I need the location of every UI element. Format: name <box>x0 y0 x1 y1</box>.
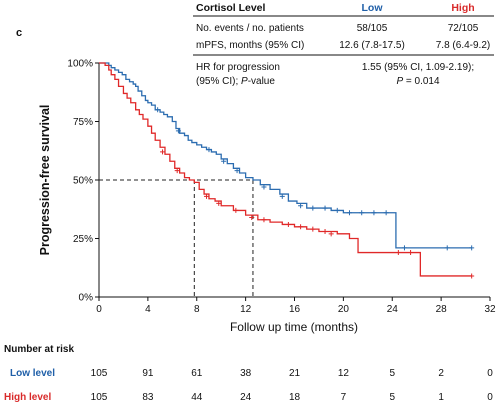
y-ticks: 0% 25% 50% 75% 100% <box>67 59 99 304</box>
risk-value: 0 <box>487 392 493 403</box>
censor-mark-high <box>160 149 166 155</box>
x-tick-label: 12 <box>240 304 252 315</box>
risk-row-low-label: Low level <box>10 368 55 379</box>
panel-label: c <box>16 27 22 39</box>
table-row-events-label: No. events / no. patients <box>196 23 304 34</box>
censor-mark-high <box>395 250 401 256</box>
censor-mark-low <box>234 168 240 174</box>
risk-value: 38 <box>240 368 252 379</box>
censor-mark-low <box>206 147 212 153</box>
censor-mark-high <box>249 214 255 220</box>
series-line-low <box>99 62 472 249</box>
y-tick-label: 75% <box>73 117 93 128</box>
censor-mark-high <box>285 221 291 227</box>
censor-mark-low <box>469 245 475 251</box>
table-header-low: Low <box>362 2 384 14</box>
censor-mark-low <box>371 210 377 216</box>
risk-value: 1 <box>438 392 444 403</box>
hr-value-line1: 1.55 (95% CI, 1.09-2.19); <box>362 62 474 73</box>
median-reference-lines <box>99 179 254 297</box>
censor-mark-high <box>310 226 316 232</box>
censor-mark-low <box>383 210 389 216</box>
x-tick-label: 8 <box>194 304 200 315</box>
table-row-events-low: 58/105 <box>357 23 388 34</box>
y-tick-label: 50% <box>73 176 93 187</box>
risk-table-title: Number at risk <box>4 344 74 355</box>
x-tick-label: 16 <box>289 304 301 315</box>
x-tick-label: 32 <box>484 304 496 315</box>
risk-value: 0 <box>487 368 493 379</box>
censor-mark-high <box>174 168 180 174</box>
censor-mark-high <box>328 231 334 237</box>
x-tick-label: 20 <box>338 304 350 315</box>
risk-row-high-label: High level <box>4 392 51 403</box>
table-row-mpfs-low: 12.6 (7.8-17.5) <box>339 40 405 51</box>
table-row-mpfs-high: 7.8 (6.4-9.2) <box>436 40 490 51</box>
stats-table: Cortisol Level Low High No. events / no.… <box>193 2 494 87</box>
risk-value: 18 <box>289 392 301 403</box>
risk-value: 105 <box>91 368 108 379</box>
y-axis-label: Progression-free survival <box>38 105 52 256</box>
censor-mark-high <box>322 228 328 234</box>
risk-value: 12 <box>338 368 350 379</box>
censor-mark-low <box>310 205 316 211</box>
risk-table: Number at risk Low level High level 105 9… <box>4 344 493 403</box>
table-row-events-high: 72/105 <box>448 23 479 34</box>
censor-mark-low <box>401 245 407 251</box>
censor-mark-low <box>322 205 328 211</box>
censor-mark-low <box>261 184 267 190</box>
risk-value: 21 <box>289 368 301 379</box>
hr-label-line2: (95% CI); P-value <box>196 76 275 87</box>
y-tick-label: 25% <box>73 234 93 245</box>
censor-mark-low <box>279 193 285 199</box>
risk-value: 44 <box>191 392 203 403</box>
x-tick-label: 24 <box>387 304 399 315</box>
censor-mark-high <box>233 207 239 213</box>
risk-value: 5 <box>389 392 395 403</box>
survival-curves <box>99 62 475 279</box>
censor-mark-low <box>175 128 181 134</box>
y-tick-label: 0% <box>79 293 94 304</box>
x-tick-label: 0 <box>96 304 102 315</box>
risk-value: 83 <box>142 392 154 403</box>
risk-value: 91 <box>142 368 154 379</box>
y-tick-label: 100% <box>67 59 93 70</box>
table-header-label: Cortisol Level <box>196 2 266 14</box>
censor-mark-high <box>216 200 222 206</box>
x-axis-label: Follow up time (months) <box>230 320 358 334</box>
censor-mark-high <box>408 250 414 256</box>
risk-value: 2 <box>438 368 444 379</box>
risk-value: 5 <box>389 368 395 379</box>
x-tick-label: 28 <box>436 304 448 315</box>
x-tick-label: 4 <box>145 304 151 315</box>
table-header-high: High <box>451 2 474 14</box>
censor-mark-low <box>221 158 227 164</box>
risk-value: 61 <box>191 368 203 379</box>
risk-value: 7 <box>341 392 347 403</box>
series-line-high <box>99 62 472 277</box>
censor-mark-low <box>359 210 365 216</box>
censor-mark-low <box>155 107 161 113</box>
censor-mark-high <box>298 224 304 230</box>
censor-mark-high <box>469 273 475 279</box>
censor-mark-high <box>261 217 267 223</box>
censor-mark-high <box>204 193 210 199</box>
risk-value: 105 <box>91 392 108 403</box>
table-row-mpfs-label: mPFS, months (95% CI) <box>196 40 304 51</box>
censor-mark-low <box>298 203 304 209</box>
hr-value-line2: P = 0.014 <box>396 76 440 87</box>
censor-mark-low <box>334 207 340 213</box>
risk-values: 105 91 61 38 21 12 5 2 0 105 83 44 24 18 7 5 1 0 <box>91 368 494 403</box>
risk-value: 24 <box>240 392 252 403</box>
censor-mark-low <box>444 245 450 251</box>
hr-label-line1: HR for progression <box>196 62 280 73</box>
x-ticks: 0 4 8 12 16 20 24 28 32 <box>96 297 496 315</box>
censor-mark-low <box>346 210 352 216</box>
